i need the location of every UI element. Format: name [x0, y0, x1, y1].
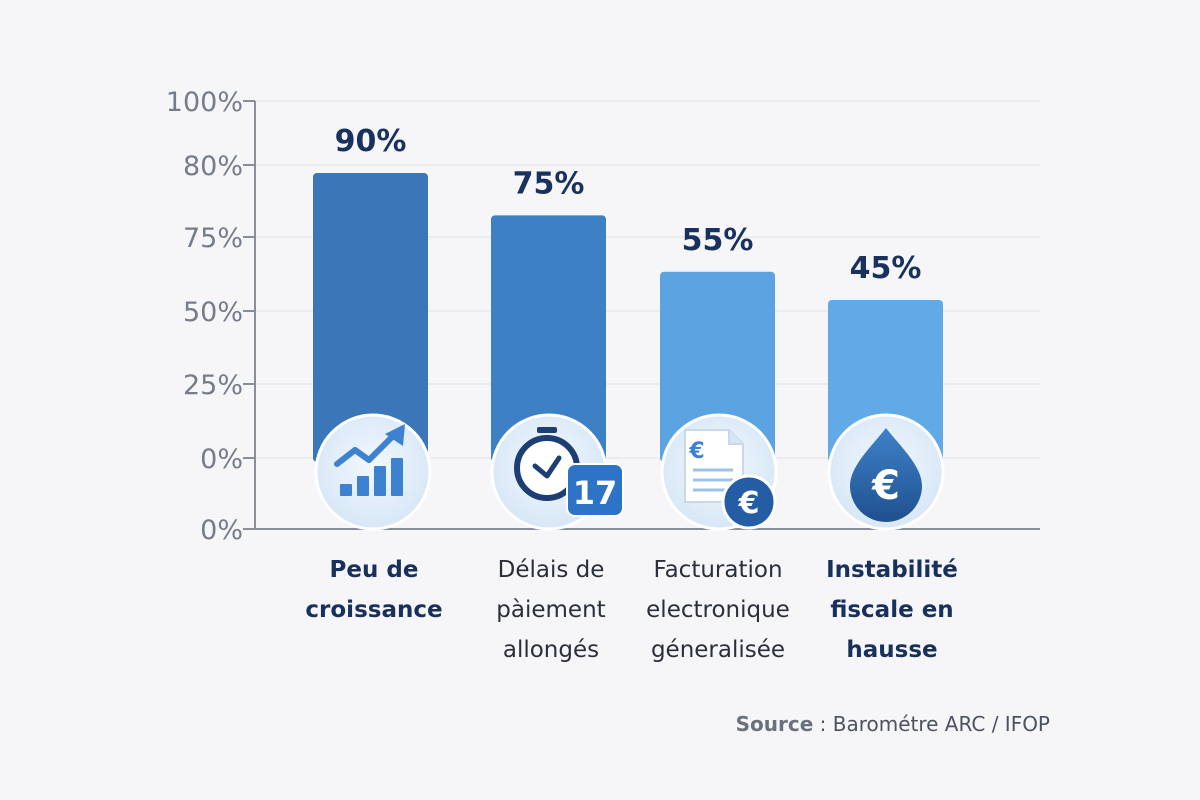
x-category-label-line: croissance — [305, 597, 443, 623]
bars — [313, 173, 943, 462]
svg-text:17: 17 — [573, 474, 618, 512]
category-icons: 17€€ € — [314, 413, 945, 531]
y-tick-label: 75% — [183, 223, 243, 254]
x-category-label-line: hausse — [846, 637, 938, 663]
y-tick-label: 25% — [183, 370, 243, 401]
icon-badge — [314, 413, 432, 531]
y-tick-label: 0% — [200, 515, 243, 546]
x-category-label-line: géneralisée — [650, 637, 786, 663]
data-label: 90% — [335, 124, 407, 159]
x-category-label-line: fiscale en — [830, 597, 954, 623]
growth-chart-icon — [314, 413, 432, 531]
y-tick-label: 0% — [200, 444, 243, 475]
euro-drop-icon: € — [827, 413, 945, 531]
x-category-label: Peu de croissance — [274, 550, 474, 630]
svg-text:€: € — [688, 439, 704, 464]
svg-text:€: € — [871, 463, 900, 509]
x-category-label-line: Instabilité — [826, 557, 958, 583]
x-category-label-line: Facturation — [653, 557, 783, 583]
axes: 100% 80% 75% 50% 25% 0% 0% — [166, 87, 1040, 546]
x-category-label: Instabilité fiscale en hausse — [792, 550, 992, 670]
x-category-label: Délais de pàiement allongés — [451, 550, 651, 670]
x-category-label-line: pàiement — [496, 597, 606, 623]
x-category-label-line: allongés — [502, 637, 600, 663]
svg-text:€: € — [738, 486, 760, 521]
data-label: 55% — [682, 223, 754, 258]
data-label: 45% — [850, 251, 922, 286]
x-category-label: Facturation electronique géneralisée — [618, 550, 818, 670]
source-note: Source : Barométre ARC / IFOP — [736, 712, 1050, 736]
source-label: Source — [735, 712, 814, 736]
value-labels: 90% 75% 55% 45% — [335, 124, 922, 286]
x-category-label-line: Délais de — [497, 557, 605, 583]
bar — [660, 271, 775, 462]
bar — [491, 215, 606, 462]
stopwatch-calendar-icon: 17 — [490, 413, 624, 531]
y-tick-label: 80% — [183, 151, 243, 182]
y-tick-label: 50% — [183, 297, 243, 328]
data-label: 75% — [513, 166, 585, 201]
y-tick-label: 100% — [166, 87, 243, 118]
invoice-euro-icon: €€ — [660, 413, 778, 531]
x-category-label-line: electronique — [646, 597, 790, 623]
bar — [313, 173, 428, 462]
x-category-label-line: Peu de — [329, 557, 419, 583]
source-text: : Barométre ARC / IFOP — [813, 712, 1050, 736]
